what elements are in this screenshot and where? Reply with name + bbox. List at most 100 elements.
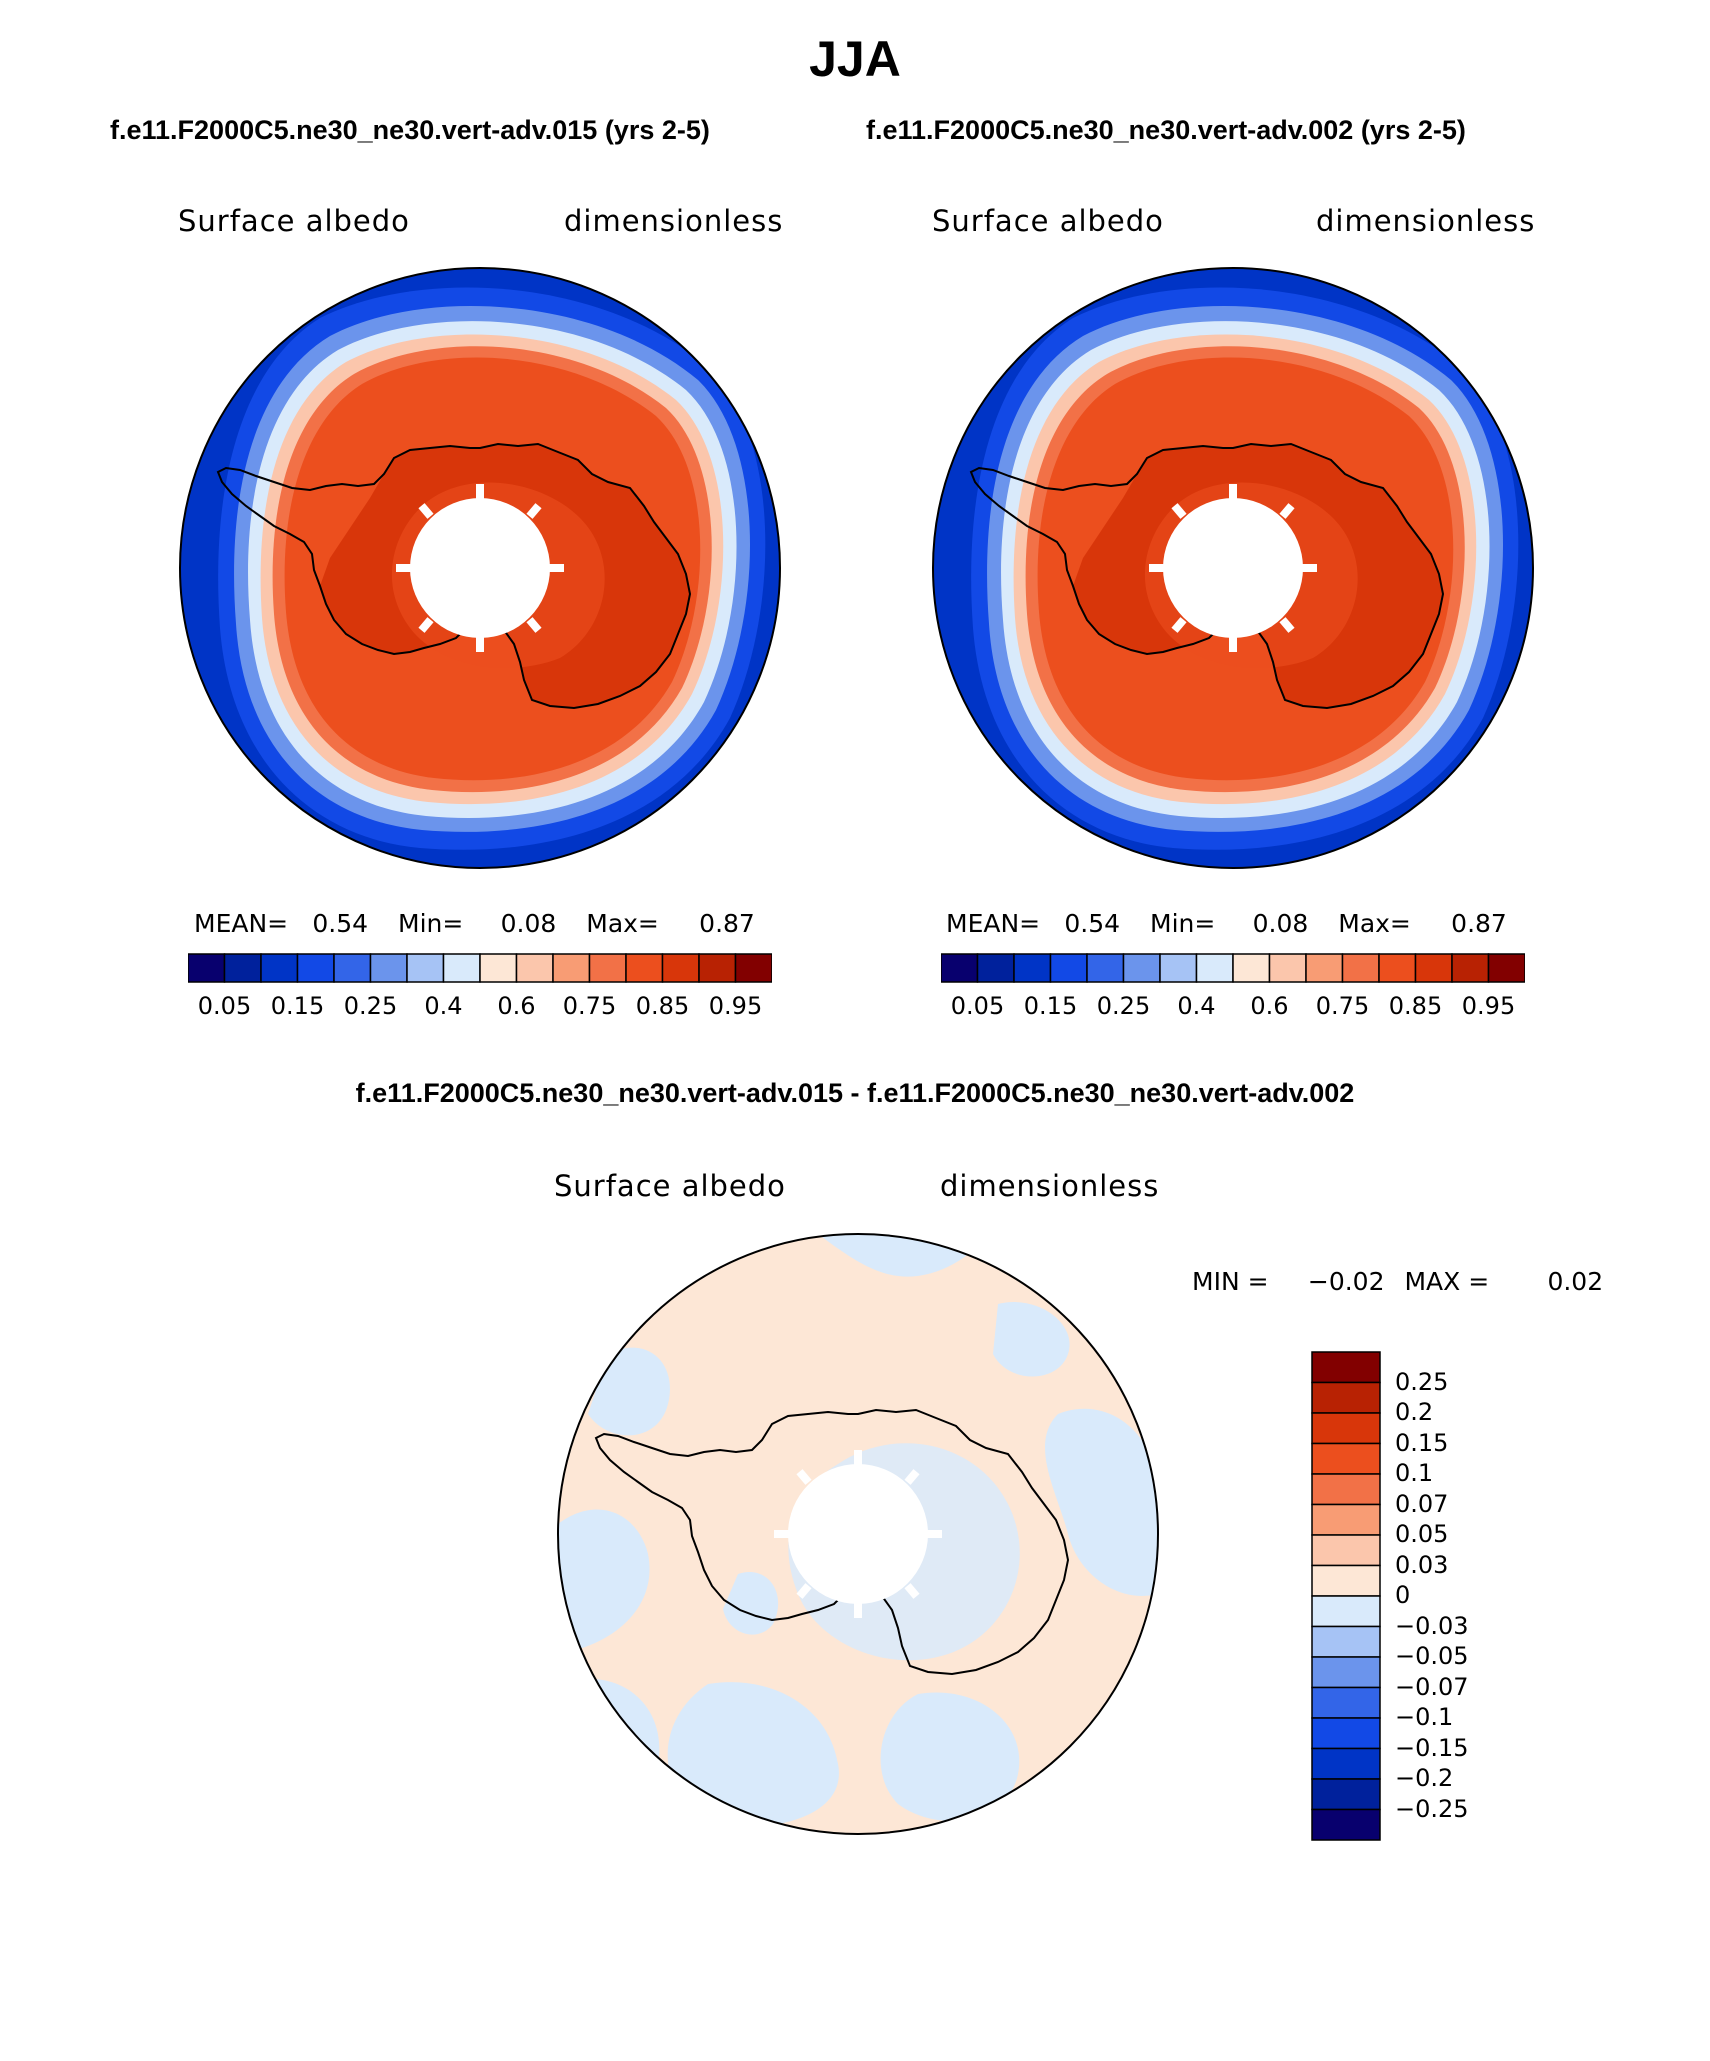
colorbar-swatch [625, 953, 664, 983]
colorbar-swatch [1311, 1656, 1381, 1689]
colorbar-swatch [1311, 1381, 1381, 1414]
right-mean-value: 0.54 [1064, 909, 1121, 938]
right-colorbar-labels: 0.05 0.15 0.25 0.4 0.6 0.75 0.85 0.95 [941, 988, 1525, 1020]
colorbar-swatch [1311, 1595, 1381, 1628]
colorbar-swatch [1311, 1351, 1381, 1384]
diff-polar-map [557, 1233, 1159, 1835]
main-title: JJA [809, 31, 901, 87]
right-case-title: f.e11.F2000C5.ne30_ne30.vert-adv.002 (yr… [866, 115, 1466, 145]
colorbar-tick-label: 0.05 [197, 992, 252, 1020]
colorbar-swatch [1414, 953, 1453, 983]
colorbar-swatch [1311, 1717, 1381, 1750]
colorbar-tick-label: 0.95 [1461, 992, 1516, 1020]
right-min-label: Min= [1150, 909, 1216, 938]
colorbar-swatch [1013, 953, 1052, 983]
colorbar-swatch [552, 953, 591, 983]
left-colorbar: 0.05 0.15 0.25 0.4 0.6 0.75 0.85 0.95 [187, 953, 773, 1020]
colorbar-swatch [260, 953, 299, 983]
colorbar-swatch [1311, 1412, 1381, 1445]
diff-max-value: 0.02 [1547, 1267, 1604, 1296]
colorbar-swatch [333, 953, 372, 983]
diff-colorbar-swatches [1311, 1351, 1381, 1841]
colorbar-tick-label: 0.2 [1395, 1398, 1434, 1426]
colorbar-swatch [369, 953, 408, 983]
colorbar-tick-label: 0.07 [1395, 1489, 1449, 1518]
colorbar-swatch [1159, 953, 1198, 983]
colorbar-tick-label: 0.85 [635, 992, 690, 1020]
colorbar-tick-label: 0.95 [708, 992, 763, 1020]
diff-colorbar-labels: 0.25 0.2 0.15 0.1 0.07 0.05 0.03 0 −0.03 −0.05 −0.… [1395, 1351, 1515, 1841]
colorbar-tick-label: 0.4 [1177, 992, 1216, 1020]
left-stats: MEAN= 0.54 Min= 0.08 Max= 0.87 [194, 909, 755, 938]
colorbar-tick-label: 0.03 [1395, 1550, 1449, 1579]
colorbar-tick-label: 0.6 [1250, 992, 1289, 1020]
colorbar-tick-label: −0.07 [1395, 1672, 1469, 1701]
colorbar-tick-label: 0.85 [1388, 992, 1443, 1020]
colorbar-swatch [1268, 953, 1307, 983]
colorbar-swatch [588, 953, 627, 983]
colorbar-tick-label: 0.25 [1395, 1367, 1449, 1396]
diff-min-value: −0.02 [1307, 1267, 1385, 1296]
colorbar-tick-label: −0.1 [1395, 1703, 1454, 1731]
colorbar-tick-label: 0.6 [497, 992, 536, 1020]
colorbar-swatch [1311, 1808, 1381, 1841]
colorbar-tick-label: −0.05 [1395, 1642, 1469, 1670]
colorbar-swatch [406, 953, 445, 983]
diff-colorbar: 0.25 0.2 0.15 0.1 0.07 0.05 0.03 0 −0.03 −0.05 −0.… [1311, 1351, 1511, 1841]
left-max-value: 0.87 [699, 909, 755, 938]
left-min-value: 0.08 [500, 909, 557, 938]
left-max-label: Max= [586, 909, 659, 938]
colorbar-swatch [1311, 1442, 1381, 1475]
colorbar-tick-label: 0.75 [1315, 992, 1370, 1020]
colorbar-swatch [187, 953, 226, 983]
colorbar-tick-label: −0.03 [1395, 1611, 1469, 1640]
colorbar-swatch [1487, 953, 1526, 983]
colorbar-tick-label: 0.75 [562, 992, 617, 1020]
left-colorbar-labels: 0.05 0.15 0.25 0.4 0.6 0.75 0.85 0.95 [188, 988, 772, 1020]
colorbar-tick-label: 0.15 [1395, 1428, 1449, 1457]
colorbar-swatch [1311, 1503, 1381, 1536]
colorbar-swatch [296, 953, 335, 983]
colorbar-tick-label: −0.2 [1395, 1764, 1454, 1792]
diff-max-label: MAX = [1404, 1267, 1490, 1296]
right-polar-map [932, 267, 1534, 869]
diff-min-label: MIN = [1192, 1267, 1269, 1296]
colorbar-swatch [1311, 1686, 1381, 1719]
colorbar-tick-label: 0.15 [270, 992, 325, 1020]
colorbar-tick-label: −0.25 [1395, 1794, 1469, 1823]
colorbar-swatch [1086, 953, 1125, 983]
right-stats: MEAN= 0.54 Min= 0.08 Max= 0.87 [946, 909, 1507, 938]
diff-stats: MIN = −0.02 MAX = 0.02 [1192, 1267, 1603, 1296]
right-colorbar-swatches [940, 953, 1526, 983]
right-colorbar: 0.05 0.15 0.25 0.4 0.6 0.75 0.85 0.95 [940, 953, 1526, 1020]
colorbar-swatch [940, 953, 979, 983]
colorbar-swatch [1049, 953, 1088, 983]
colorbar-tick-label: 0.4 [424, 992, 463, 1020]
left-polar-map [179, 267, 781, 869]
colorbar-swatch [479, 953, 518, 983]
colorbar-swatch [1232, 953, 1271, 983]
left-min-label: Min= [398, 909, 464, 938]
colorbar-swatch [442, 953, 481, 983]
left-colorbar-swatches [187, 953, 773, 983]
diff-case-title: f.e11.F2000C5.ne30_ne30.vert-adv.015 - f… [355, 1078, 1355, 1108]
colorbar-swatch [1311, 1473, 1381, 1506]
right-mean-label: MEAN= [946, 909, 1041, 938]
colorbar-swatch [1311, 1534, 1381, 1567]
colorbar-swatch [1378, 953, 1417, 983]
colorbar-swatch [1341, 953, 1380, 983]
colorbar-swatch [1451, 953, 1490, 983]
left-case-title: f.e11.F2000C5.ne30_ne30.vert-adv.015 (yr… [110, 115, 710, 145]
colorbar-swatch [1122, 953, 1161, 983]
colorbar-swatch [976, 953, 1015, 983]
right-max-label: Max= [1338, 909, 1411, 938]
colorbar-swatch [1305, 953, 1344, 983]
right-min-value: 0.08 [1252, 909, 1309, 938]
colorbar-tick-label: 0 [1395, 1581, 1411, 1609]
colorbar-tick-label: −0.15 [1395, 1733, 1469, 1762]
colorbar-swatch [698, 953, 737, 983]
right-units-label: dimensionless [1316, 204, 1536, 238]
colorbar-swatch [1195, 953, 1234, 983]
colorbar-swatch [223, 953, 262, 983]
colorbar-swatch [661, 953, 700, 983]
